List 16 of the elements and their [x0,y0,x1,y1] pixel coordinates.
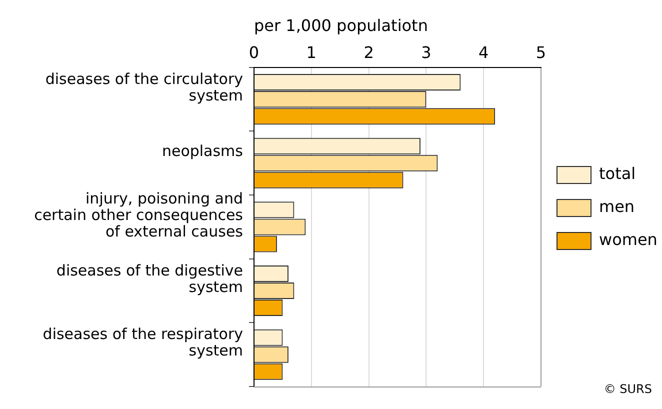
x-tick-label: 2 [364,42,374,62]
x-tick-label: 0 [248,42,260,62]
legend-label: total [599,164,636,184]
y-tick-label: diseases of the digestive system [56,261,243,296]
text: © SURS [604,382,652,396]
x-tick-label: 3 [421,42,432,62]
y-tick-label: neoplasms [162,142,244,160]
y-tick-label: diseases of the circulatory system [45,70,244,104]
x-tick-label: 4 [478,42,489,62]
x-tick-label: 5 [536,42,546,62]
y-tick-label: diseases of the respiratory system [42,325,244,360]
x-tick-label: 1 [306,42,316,62]
y-tick-label: injury, poisoning and certain other consequences of external causes [34,189,244,240]
legend-label: men [599,197,635,216]
legend-label: women [599,230,658,250]
x-axis-title: per 1,000 populatiotn [254,16,428,35]
